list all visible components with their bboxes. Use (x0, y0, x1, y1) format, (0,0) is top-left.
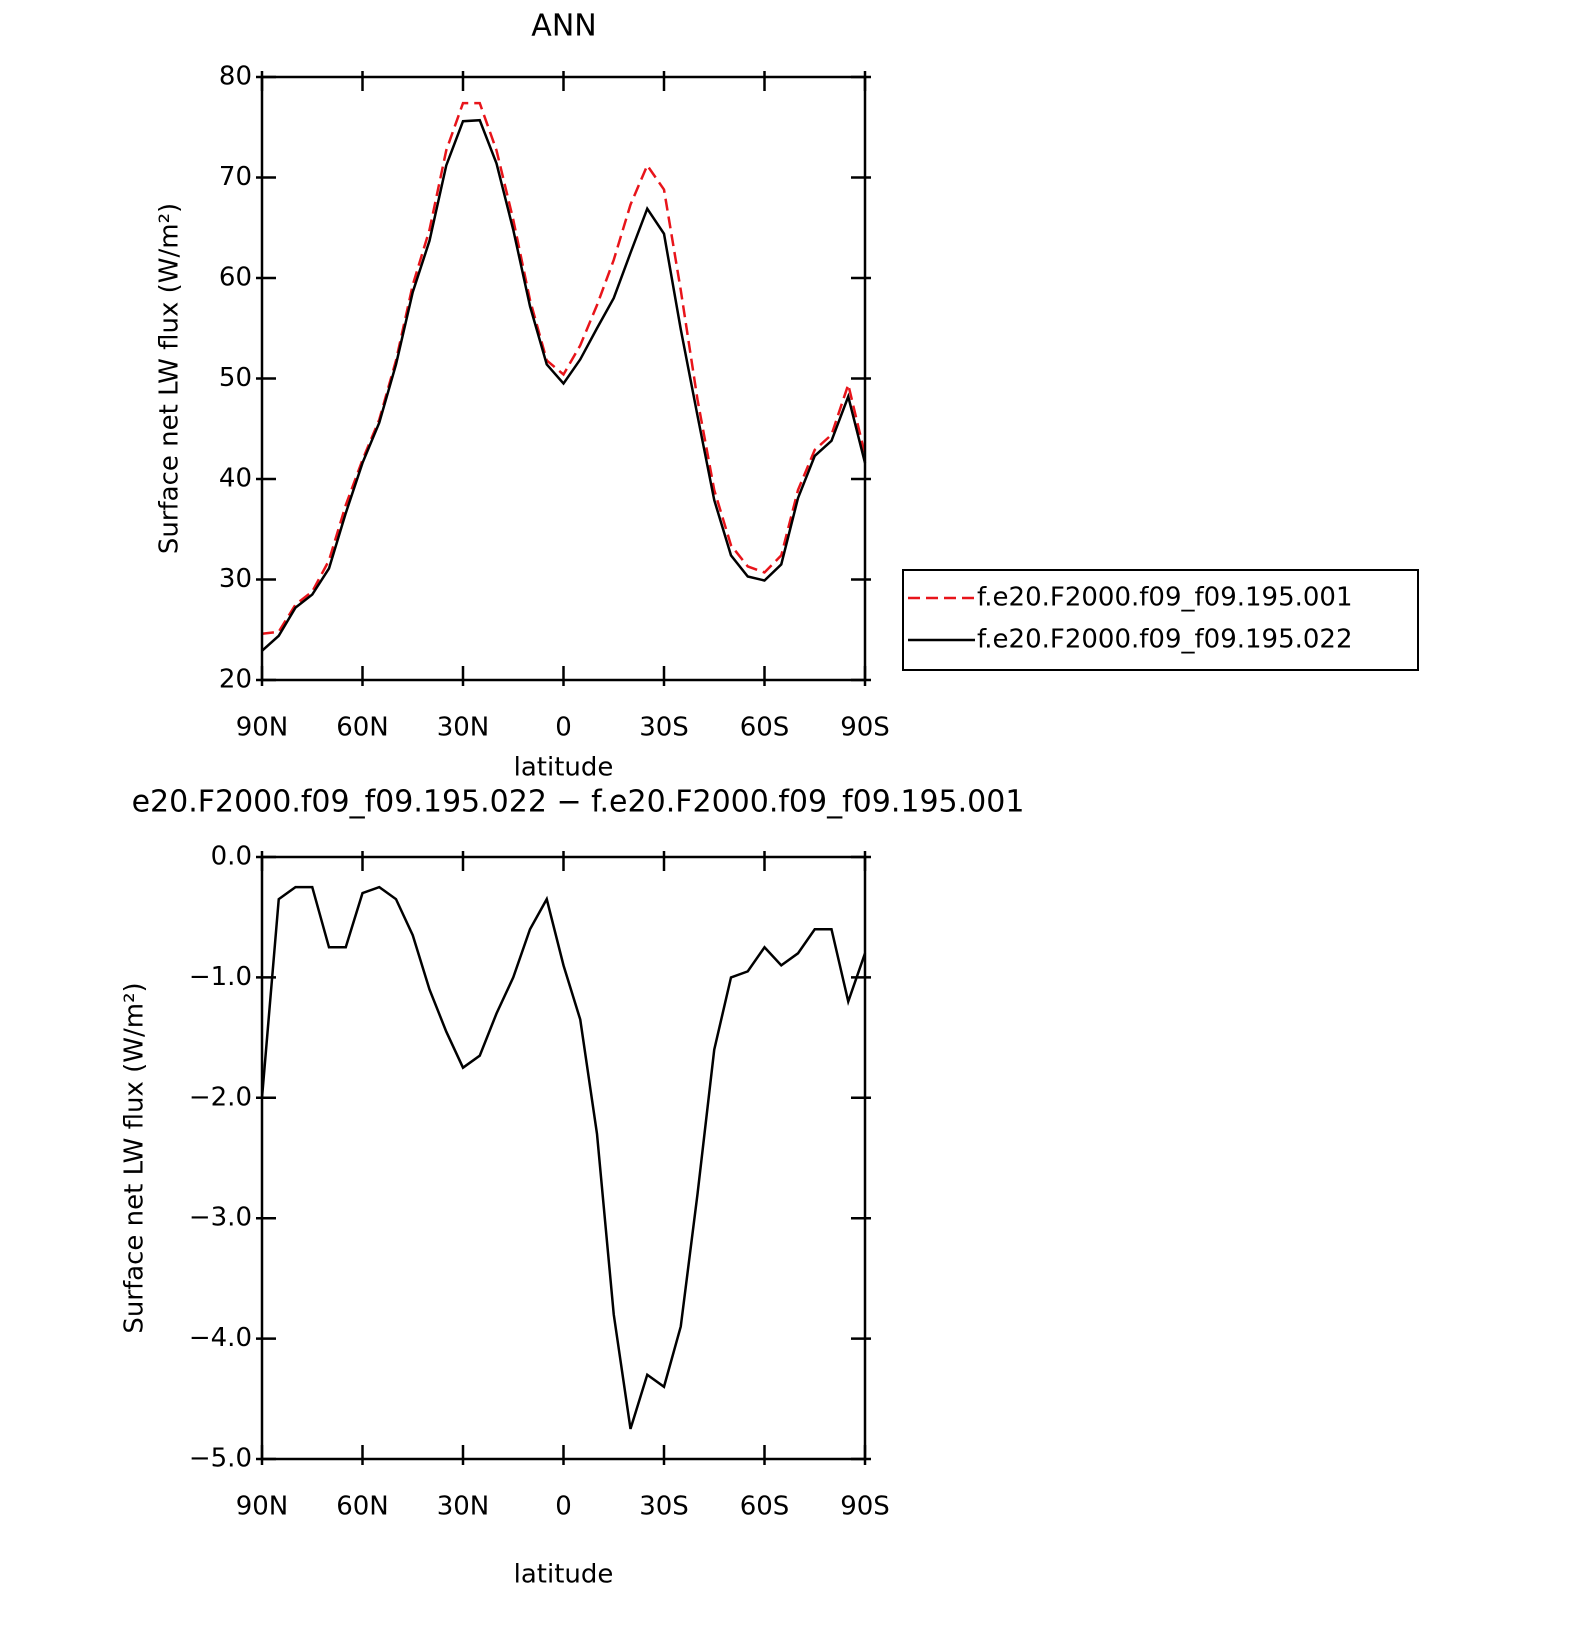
plot-frame (260, 75, 867, 682)
legend-label: f.e20.F2000.f09_f09.195.022 (977, 625, 1353, 655)
y-tick-label: 60 (219, 263, 252, 293)
y-tick-label: 0.0 (211, 842, 252, 872)
y-tick-label: −5.0 (189, 1444, 252, 1474)
legend-label: f.e20.F2000.f09_f09.195.001 (977, 583, 1353, 613)
y-axis-label: Surface net LW flux (W/m²) (155, 203, 185, 554)
y-tick-label: 50 (219, 363, 252, 393)
x-axis-label: latitude (514, 753, 614, 783)
x-tick-label: 30N (437, 713, 490, 743)
x-tick-label: 0 (555, 713, 572, 743)
y-tick-label: 80 (219, 62, 252, 92)
y-tick-label: 30 (219, 564, 252, 594)
y-tick-label: −3.0 (189, 1203, 252, 1233)
y-tick-label: −4.0 (189, 1323, 252, 1353)
series-line (260, 885, 867, 1430)
x-tick-label: 30S (639, 713, 689, 743)
y-tick-label: −1.0 (189, 962, 252, 992)
x-tick-label: 60S (740, 713, 790, 743)
x-tick-label: 0 (555, 1492, 572, 1522)
x-tick-label: 30S (639, 1492, 689, 1522)
x-tick-label: 90S (840, 1492, 890, 1522)
x-tick-label: 90S (840, 713, 890, 743)
x-tick-label: 30N (437, 1492, 490, 1522)
legend-box (902, 569, 1419, 671)
x-tick-label: 90N (236, 1492, 289, 1522)
series-line (261, 118, 867, 652)
series-line (261, 101, 867, 636)
x-tick-label: 60N (336, 1492, 389, 1522)
y-tick-label: 40 (219, 464, 252, 494)
x-tick-label: 60N (336, 713, 389, 743)
x-tick-label: 60S (740, 1492, 790, 1522)
y-tick-label: 70 (219, 162, 252, 192)
chart-title: e20.F2000.f09_f09.195.022 − f.e20.F2000.… (132, 785, 1025, 820)
x-tick-label: 90N (236, 713, 289, 743)
y-axis-label: Surface net LW flux (W/m²) (120, 982, 150, 1333)
y-tick-label: 20 (219, 665, 252, 695)
plot-frame (260, 855, 867, 1461)
chart-title: ANN (531, 9, 596, 44)
y-tick-label: −2.0 (189, 1082, 252, 1112)
x-axis-label: latitude (514, 1560, 614, 1590)
